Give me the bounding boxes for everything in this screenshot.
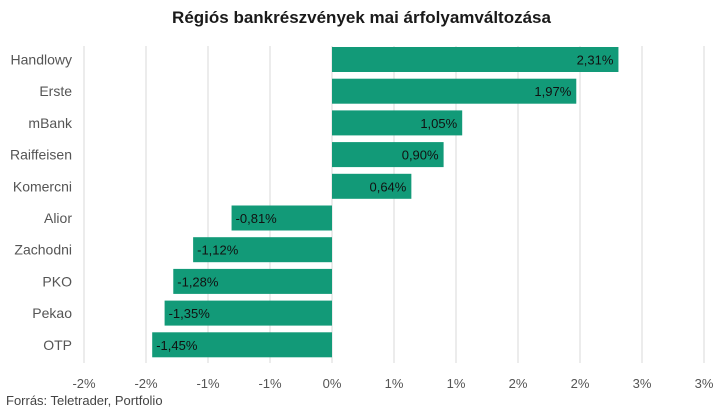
data-label: -1,45% bbox=[156, 338, 198, 353]
x-tick-label: 1% bbox=[385, 376, 404, 391]
category-label: Erste bbox=[39, 83, 72, 99]
bar-zachodni bbox=[193, 237, 332, 263]
x-tick-label: -1% bbox=[196, 376, 220, 391]
data-label: 1,97% bbox=[534, 84, 571, 99]
x-tick-label: -1% bbox=[258, 376, 282, 391]
data-label: 0,64% bbox=[369, 179, 406, 194]
x-tick-label: 3% bbox=[633, 376, 652, 391]
bar-pko bbox=[173, 268, 332, 294]
chart-source: Forrás: Teletrader, Portfolio bbox=[6, 393, 163, 408]
data-label: -1,35% bbox=[169, 306, 211, 321]
category-label: Alior bbox=[44, 210, 72, 226]
x-tick-label: -2% bbox=[72, 376, 96, 391]
data-label: -1,28% bbox=[177, 274, 219, 289]
x-tick-label: 3% bbox=[695, 376, 714, 391]
x-tick-label: 0% bbox=[323, 376, 342, 391]
category-label: Zachodni bbox=[14, 242, 72, 258]
data-label: 0,90% bbox=[402, 148, 439, 163]
category-label: Raiffeisen bbox=[10, 147, 72, 163]
bar-alior bbox=[231, 205, 332, 231]
bar-otp bbox=[152, 332, 332, 358]
category-label: Handlowy bbox=[11, 52, 72, 68]
category-label: Komercni bbox=[13, 178, 72, 194]
bar-raiffeisen bbox=[332, 142, 444, 168]
bars: 2,31% 1,97% 1,05% 0,90% 0,64% -0,81% -1,12% -1,… bbox=[152, 47, 619, 358]
bar-pekao bbox=[164, 300, 332, 326]
bar-handlowy bbox=[332, 47, 619, 72]
chart-title: Régiós bankrészvények mai árfolyamváltoz… bbox=[172, 8, 551, 27]
bar-mbank bbox=[332, 110, 463, 136]
data-label: 1,05% bbox=[420, 116, 457, 131]
x-tick-label: 1% bbox=[447, 376, 466, 391]
x-tick-label: -2% bbox=[134, 376, 158, 391]
data-label: -1,12% bbox=[197, 243, 239, 258]
category-label: PKO bbox=[42, 273, 72, 289]
bar-erste bbox=[332, 78, 577, 104]
data-label: 2,31% bbox=[577, 53, 614, 68]
category-label: Pekao bbox=[32, 305, 72, 321]
category-label: mBank bbox=[28, 115, 73, 131]
x-tick-label: 2% bbox=[509, 376, 528, 391]
axis: -2% -2% -1% -1% 0% 1% 1% 2% 2% 3% 3% Handlowy Erste m… bbox=[10, 52, 714, 392]
bar-komercni bbox=[332, 173, 412, 199]
x-tick-label: 2% bbox=[571, 376, 590, 391]
data-label: -0,81% bbox=[236, 211, 278, 226]
category-label: OTP bbox=[43, 337, 72, 353]
